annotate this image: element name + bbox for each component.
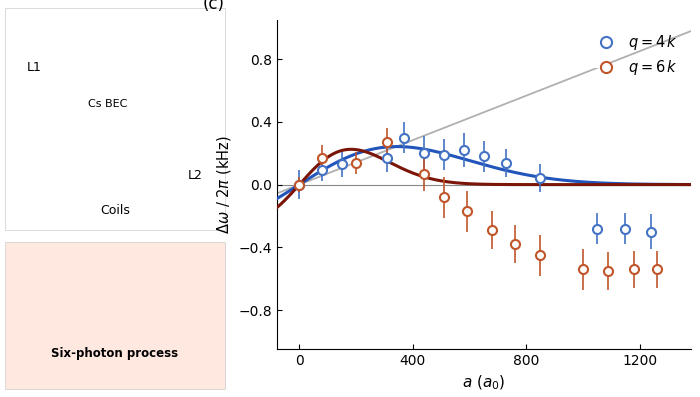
Bar: [5, 242, 225, 389]
Legend: $q = 4\,k$, $q = 6\,k$: $q = 4\,k$, $q = 6\,k$: [585, 27, 683, 83]
Text: (c): (c): [202, 0, 224, 13]
Text: Coils: Coils: [100, 204, 130, 218]
Text: Six-photon process: Six-photon process: [51, 347, 178, 360]
Y-axis label: $\Delta\omega\ /\ 2\pi\ \mathrm{(kHz)}$: $\Delta\omega\ /\ 2\pi\ \mathrm{(kHz)}$: [215, 135, 232, 234]
Text: Cs BEC: Cs BEC: [88, 99, 127, 109]
Bar: [5, 8, 225, 230]
Text: L2: L2: [188, 169, 202, 182]
X-axis label: $a\ (a_0)$: $a\ (a_0)$: [462, 374, 505, 392]
Text: L1: L1: [27, 62, 42, 75]
